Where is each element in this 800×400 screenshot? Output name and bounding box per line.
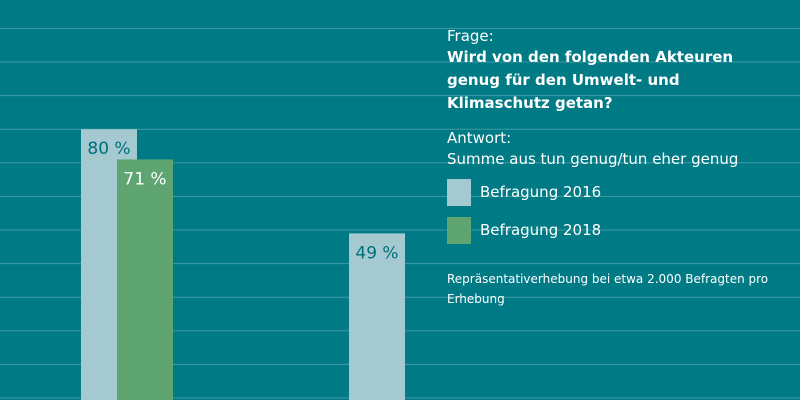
legend-swatch-2016 (447, 178, 471, 206)
data-labels: 80 % 49 % 71 % (87, 139, 398, 263)
bar-value-label: 71 % (123, 169, 166, 189)
footnote: Repräsentativerhebung bei etwa 2.000 Bef… (447, 272, 769, 306)
legend-item-2018: Befragung 2018 (447, 213, 787, 247)
bar-befragung-2016-1 (349, 233, 405, 400)
info-panel: Frage: Wird von den folgenden Akteuren g… (447, 26, 787, 309)
bar-value-label: 80 % (87, 139, 130, 159)
legend-swatch-2018 (447, 216, 471, 244)
question-label: Frage: (447, 27, 494, 45)
legend-item-2016: Befragung 2016 (447, 175, 787, 209)
answer-text: Summe aus tun genug/tun eher genug (447, 150, 739, 168)
legend-label-2016: Befragung 2016 (480, 183, 602, 201)
answer-label: Antwort: (447, 129, 512, 147)
bar-value-label: 49 % (355, 243, 398, 263)
legend-label-2018: Befragung 2018 (480, 221, 602, 239)
bar-befragung-2018-0 (117, 159, 173, 400)
question-text: Wird von den folgenden Akteuren genug fü… (447, 48, 734, 112)
bars (81, 129, 405, 400)
